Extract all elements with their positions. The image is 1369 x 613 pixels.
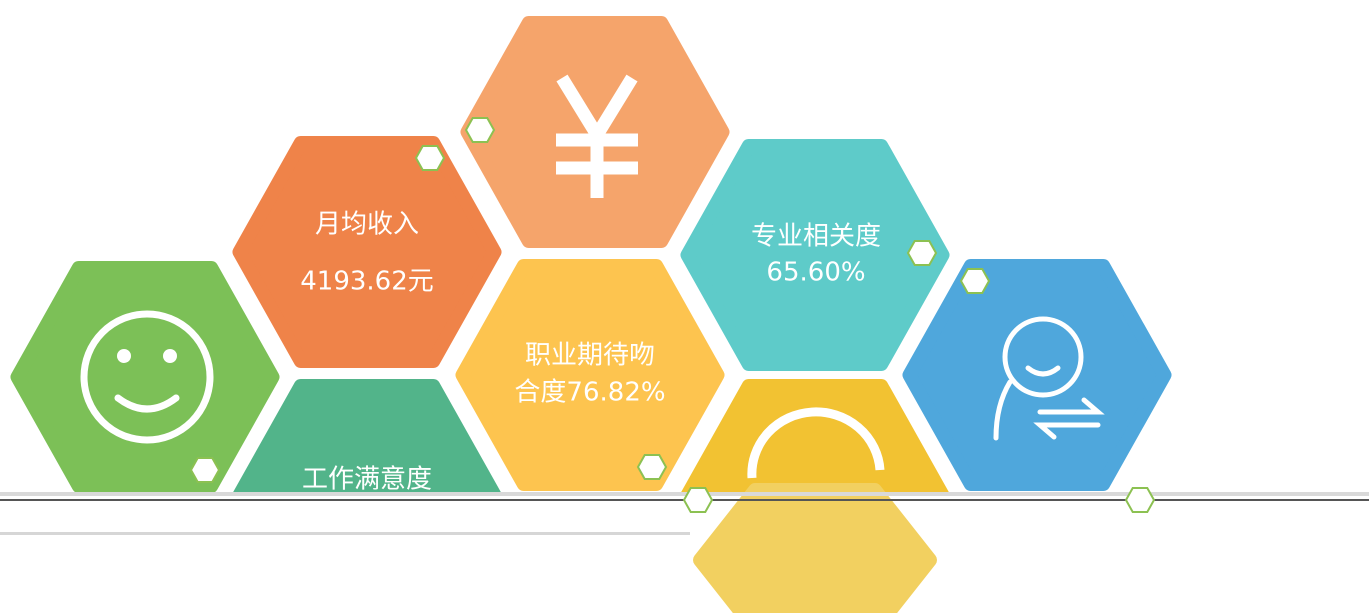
tile-label: 工作满意度	[302, 465, 432, 495]
mini-hexagon	[959, 268, 991, 294]
mini-hexagon	[464, 117, 496, 143]
eye	[163, 349, 177, 363]
hexagon	[232, 136, 502, 368]
mini-hexagon	[189, 457, 221, 483]
mini-hexagon	[636, 454, 668, 480]
tile-value: 4193.62元	[300, 267, 434, 297]
hexagon	[10, 261, 280, 492]
tile-label: 职业期待吻	[525, 341, 655, 371]
person-icon	[993, 316, 1105, 441]
eye	[117, 349, 131, 363]
mini-hexagon	[1124, 487, 1156, 513]
hexagon	[455, 259, 725, 491]
mini-hexagon	[682, 487, 714, 513]
hexagon	[693, 483, 937, 613]
mini-hexagon	[414, 145, 446, 171]
hexagon	[680, 139, 950, 371]
tile-value: 65.60%	[766, 258, 865, 288]
divider	[0, 532, 690, 535]
tile-label: 月均收入	[315, 210, 419, 240]
hexagons	[10, 16, 1172, 613]
yen-icon	[556, 74, 638, 198]
mini-hexagon	[906, 240, 938, 266]
smile-icon	[80, 310, 214, 444]
mini-hexagons	[189, 117, 1156, 513]
divider	[0, 492, 1369, 496]
tile-value: 合度76.82%	[514, 378, 665, 408]
tile-label: 专业相关度	[751, 222, 881, 252]
gauge-icon	[747, 407, 885, 479]
hexagon	[233, 379, 501, 492]
